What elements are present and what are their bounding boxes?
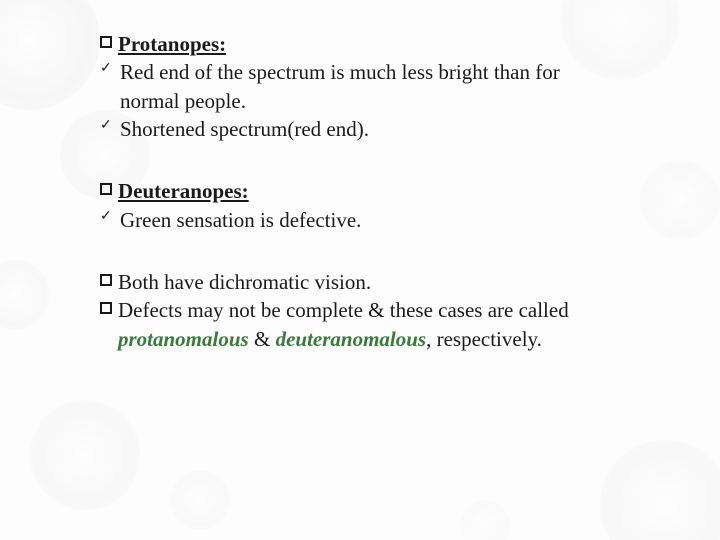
heading-line: Deuteranopes:	[100, 177, 620, 205]
square-bullet-icon	[100, 274, 112, 286]
footer-pre: Defects may not be complete & these case…	[118, 298, 569, 322]
square-bullet-icon	[100, 302, 112, 314]
emphasis-deuteranomalous: deuteranomalous	[276, 327, 427, 351]
footer-line-1: Both have dichromatic vision.	[100, 268, 620, 296]
square-bullet-icon	[100, 36, 112, 48]
item-text: Green sensation is defective.	[120, 206, 620, 234]
section-protanopes: Protanopes: ✓ Red end of the spectrum is…	[100, 30, 620, 143]
list-item: ✓ Shortened spectrum(red end).	[100, 115, 620, 143]
section-footer: Both have dichromatic vision. Defects ma…	[100, 268, 620, 353]
heading-text: Protanopes:	[118, 30, 620, 58]
item-text: Shortened spectrum(red end).	[120, 115, 620, 143]
check-icon: ✓	[100, 208, 114, 227]
square-bullet-icon	[100, 183, 112, 195]
list-item: ✓ Green sensation is defective.	[100, 206, 620, 234]
section-deuteranopes: Deuteranopes: ✓ Green sensation is defec…	[100, 177, 620, 234]
check-icon: ✓	[100, 117, 114, 136]
check-icon: ✓	[100, 60, 114, 79]
emphasis-protanomalous: protanomalous	[118, 327, 249, 351]
footer-mid: &	[249, 327, 276, 351]
heading-line: Protanopes:	[100, 30, 620, 58]
footer-post: , respectively.	[426, 327, 542, 351]
footer-text-2: Defects may not be complete & these case…	[118, 296, 620, 353]
footer-text-1: Both have dichromatic vision.	[118, 268, 620, 296]
heading-text: Deuteranopes:	[118, 177, 620, 205]
slide-content: Protanopes: ✓ Red end of the spectrum is…	[0, 0, 720, 417]
item-text: Red end of the spectrum is much less bri…	[120, 58, 620, 115]
footer-line-2: Defects may not be complete & these case…	[100, 296, 620, 353]
list-item: ✓ Red end of the spectrum is much less b…	[100, 58, 620, 115]
